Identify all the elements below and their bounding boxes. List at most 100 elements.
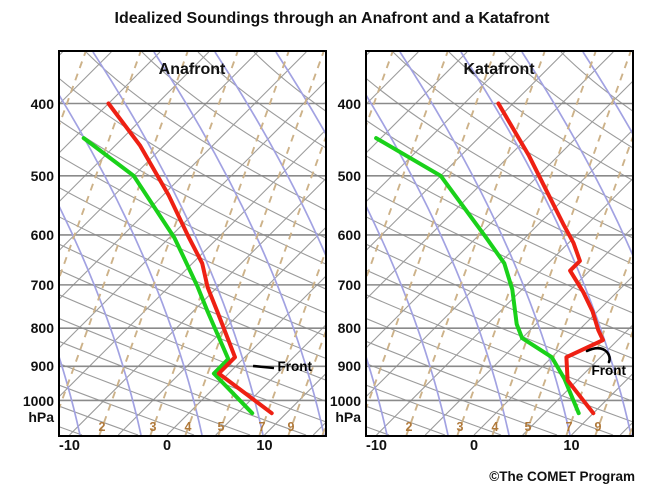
pressure-tick-label: 600 bbox=[337, 226, 361, 243]
dry-adiabat-line bbox=[504, 51, 632, 148]
isotherm-line bbox=[366, 80, 632, 348]
dry-adiabat-line bbox=[366, 216, 632, 336]
mixing-ratio-line bbox=[565, 249, 632, 435]
mixing-ratio-label: 4 bbox=[491, 420, 498, 434]
dry-adiabat-line bbox=[560, 51, 632, 111]
isotherm-line bbox=[68, 178, 325, 435]
isotherm-line bbox=[166, 275, 325, 435]
moist-adiabat-line bbox=[59, 94, 203, 435]
pressure-tick-label: 800 bbox=[337, 320, 361, 337]
copyright-credit: ©The COMET Program bbox=[489, 469, 635, 484]
moist-adiabat-line bbox=[366, 205, 449, 435]
moist-adiabat-line bbox=[152, 51, 325, 435]
mixing-ratio-label: 7 bbox=[258, 420, 265, 434]
dry-adiabat-line bbox=[448, 51, 632, 181]
pressure-tick-label: 1000 bbox=[329, 392, 361, 409]
temperature-sounding-line bbox=[106, 101, 274, 415]
anafront-front-label: Front bbox=[277, 358, 313, 374]
temp-tick-label: 10 bbox=[256, 438, 273, 454]
mixing-ratio-line bbox=[366, 51, 495, 409]
isotherm-line bbox=[366, 51, 467, 153]
mixing-ratio-line bbox=[456, 51, 596, 435]
moist-adiabat-line bbox=[366, 94, 510, 435]
dry-adiabat-line bbox=[85, 51, 325, 210]
dry-adiabat-line bbox=[253, 51, 325, 111]
mixing-ratio-line bbox=[59, 51, 86, 126]
mixing-ratio-line bbox=[405, 51, 545, 435]
mixing-ratio-line bbox=[184, 51, 324, 435]
dry-adiabat-line bbox=[392, 51, 632, 210]
front-marker bbox=[252, 364, 274, 369]
dry-adiabat-line bbox=[59, 317, 325, 422]
dry-adiabat-line bbox=[59, 269, 325, 380]
isotherm-line bbox=[473, 275, 632, 435]
temp-tick-label: 0 bbox=[162, 438, 172, 454]
temp-tick-label: 10 bbox=[563, 438, 580, 454]
moist-adiabat-line bbox=[459, 51, 632, 435]
dry-adiabat-line bbox=[366, 317, 632, 422]
isotherm-line bbox=[117, 226, 325, 435]
isotherm-line bbox=[59, 51, 307, 299]
moist-adiabat-line bbox=[213, 51, 325, 256]
dry-adiabat-line bbox=[59, 77, 325, 238]
dry-adiabat-line bbox=[59, 294, 325, 402]
mixing-ratio-label: 5 bbox=[524, 420, 531, 434]
isotherm-line bbox=[366, 51, 370, 55]
mixing-ratio-label: 2 bbox=[405, 420, 412, 434]
dry-adiabat-line bbox=[366, 119, 632, 264]
isotherm-line bbox=[59, 51, 209, 202]
mixing-ratio-label: 9 bbox=[287, 420, 294, 434]
mixing-ratio-line bbox=[98, 51, 238, 435]
mixing-ratio-line bbox=[524, 136, 632, 435]
moist-adiabat-line bbox=[398, 51, 571, 435]
isotherm-line bbox=[59, 51, 160, 153]
mixing-ratio-label: 9 bbox=[594, 420, 601, 434]
dry-adiabat-line bbox=[59, 155, 325, 289]
front-marker bbox=[585, 346, 611, 363]
mixing-ratio-line bbox=[366, 51, 393, 126]
mixing-ratio-line bbox=[149, 51, 289, 435]
mixing-ratio-label: 4 bbox=[184, 420, 191, 434]
isotherm-line bbox=[521, 324, 632, 435]
mixing-ratio-label: 7 bbox=[565, 420, 572, 434]
moist-adiabat-line bbox=[91, 51, 264, 435]
temperature-sounding-line bbox=[495, 101, 605, 415]
dry-adiabat-line bbox=[59, 362, 250, 435]
katafront-front-label: Front bbox=[591, 362, 627, 378]
dry-adiabat-line bbox=[366, 269, 632, 380]
anafront-skewt-chart: 2 3 4 5 7 9 bbox=[59, 51, 325, 435]
isotherm-line bbox=[59, 51, 63, 55]
dry-adiabat-line bbox=[59, 216, 325, 336]
pressure-tick-label: 1000 bbox=[22, 392, 54, 409]
katafront-panel: 2 3 4 5 7 9 Katafront Front bbox=[364, 49, 634, 437]
mixing-ratio-label: 2 bbox=[98, 420, 105, 434]
mixing-ratio-label: 5 bbox=[217, 420, 224, 434]
dry-adiabat-line bbox=[141, 51, 325, 181]
isotherm-line bbox=[424, 226, 632, 435]
dry-adiabat-line bbox=[59, 119, 325, 264]
pressure-tick-label: 700 bbox=[30, 276, 54, 293]
pressure-tick-label: 900 bbox=[337, 358, 361, 375]
mixing-ratio-line bbox=[258, 249, 325, 435]
mixing-ratio-line bbox=[594, 330, 632, 435]
mixing-ratio-line bbox=[366, 51, 448, 278]
dry-adiabat-line bbox=[366, 294, 632, 402]
isotherm-line bbox=[214, 324, 325, 435]
pressure-unit-label: hPa bbox=[28, 408, 54, 425]
isotherm-line bbox=[59, 80, 325, 348]
pressure-tick-label: 400 bbox=[30, 95, 54, 112]
katafront-skewt-chart: 2 3 4 5 7 9 bbox=[366, 51, 632, 435]
moist-adiabat-line bbox=[520, 51, 632, 256]
anafront-panel: 2 3 4 5 7 9 Anafront Front bbox=[57, 49, 327, 437]
dry-adiabat-line bbox=[366, 186, 632, 313]
pressure-tick-label: 500 bbox=[30, 167, 54, 184]
isotherm-line bbox=[59, 129, 325, 397]
isotherm-line bbox=[366, 51, 516, 202]
pressure-tick-label: 800 bbox=[30, 320, 54, 337]
dewpoint-sounding-line bbox=[373, 135, 581, 415]
dry-adiabat-line bbox=[366, 362, 557, 435]
pressure-tick-label: 600 bbox=[30, 226, 54, 243]
mixing-ratio-line bbox=[491, 51, 631, 435]
dry-adiabat-line bbox=[366, 340, 613, 435]
